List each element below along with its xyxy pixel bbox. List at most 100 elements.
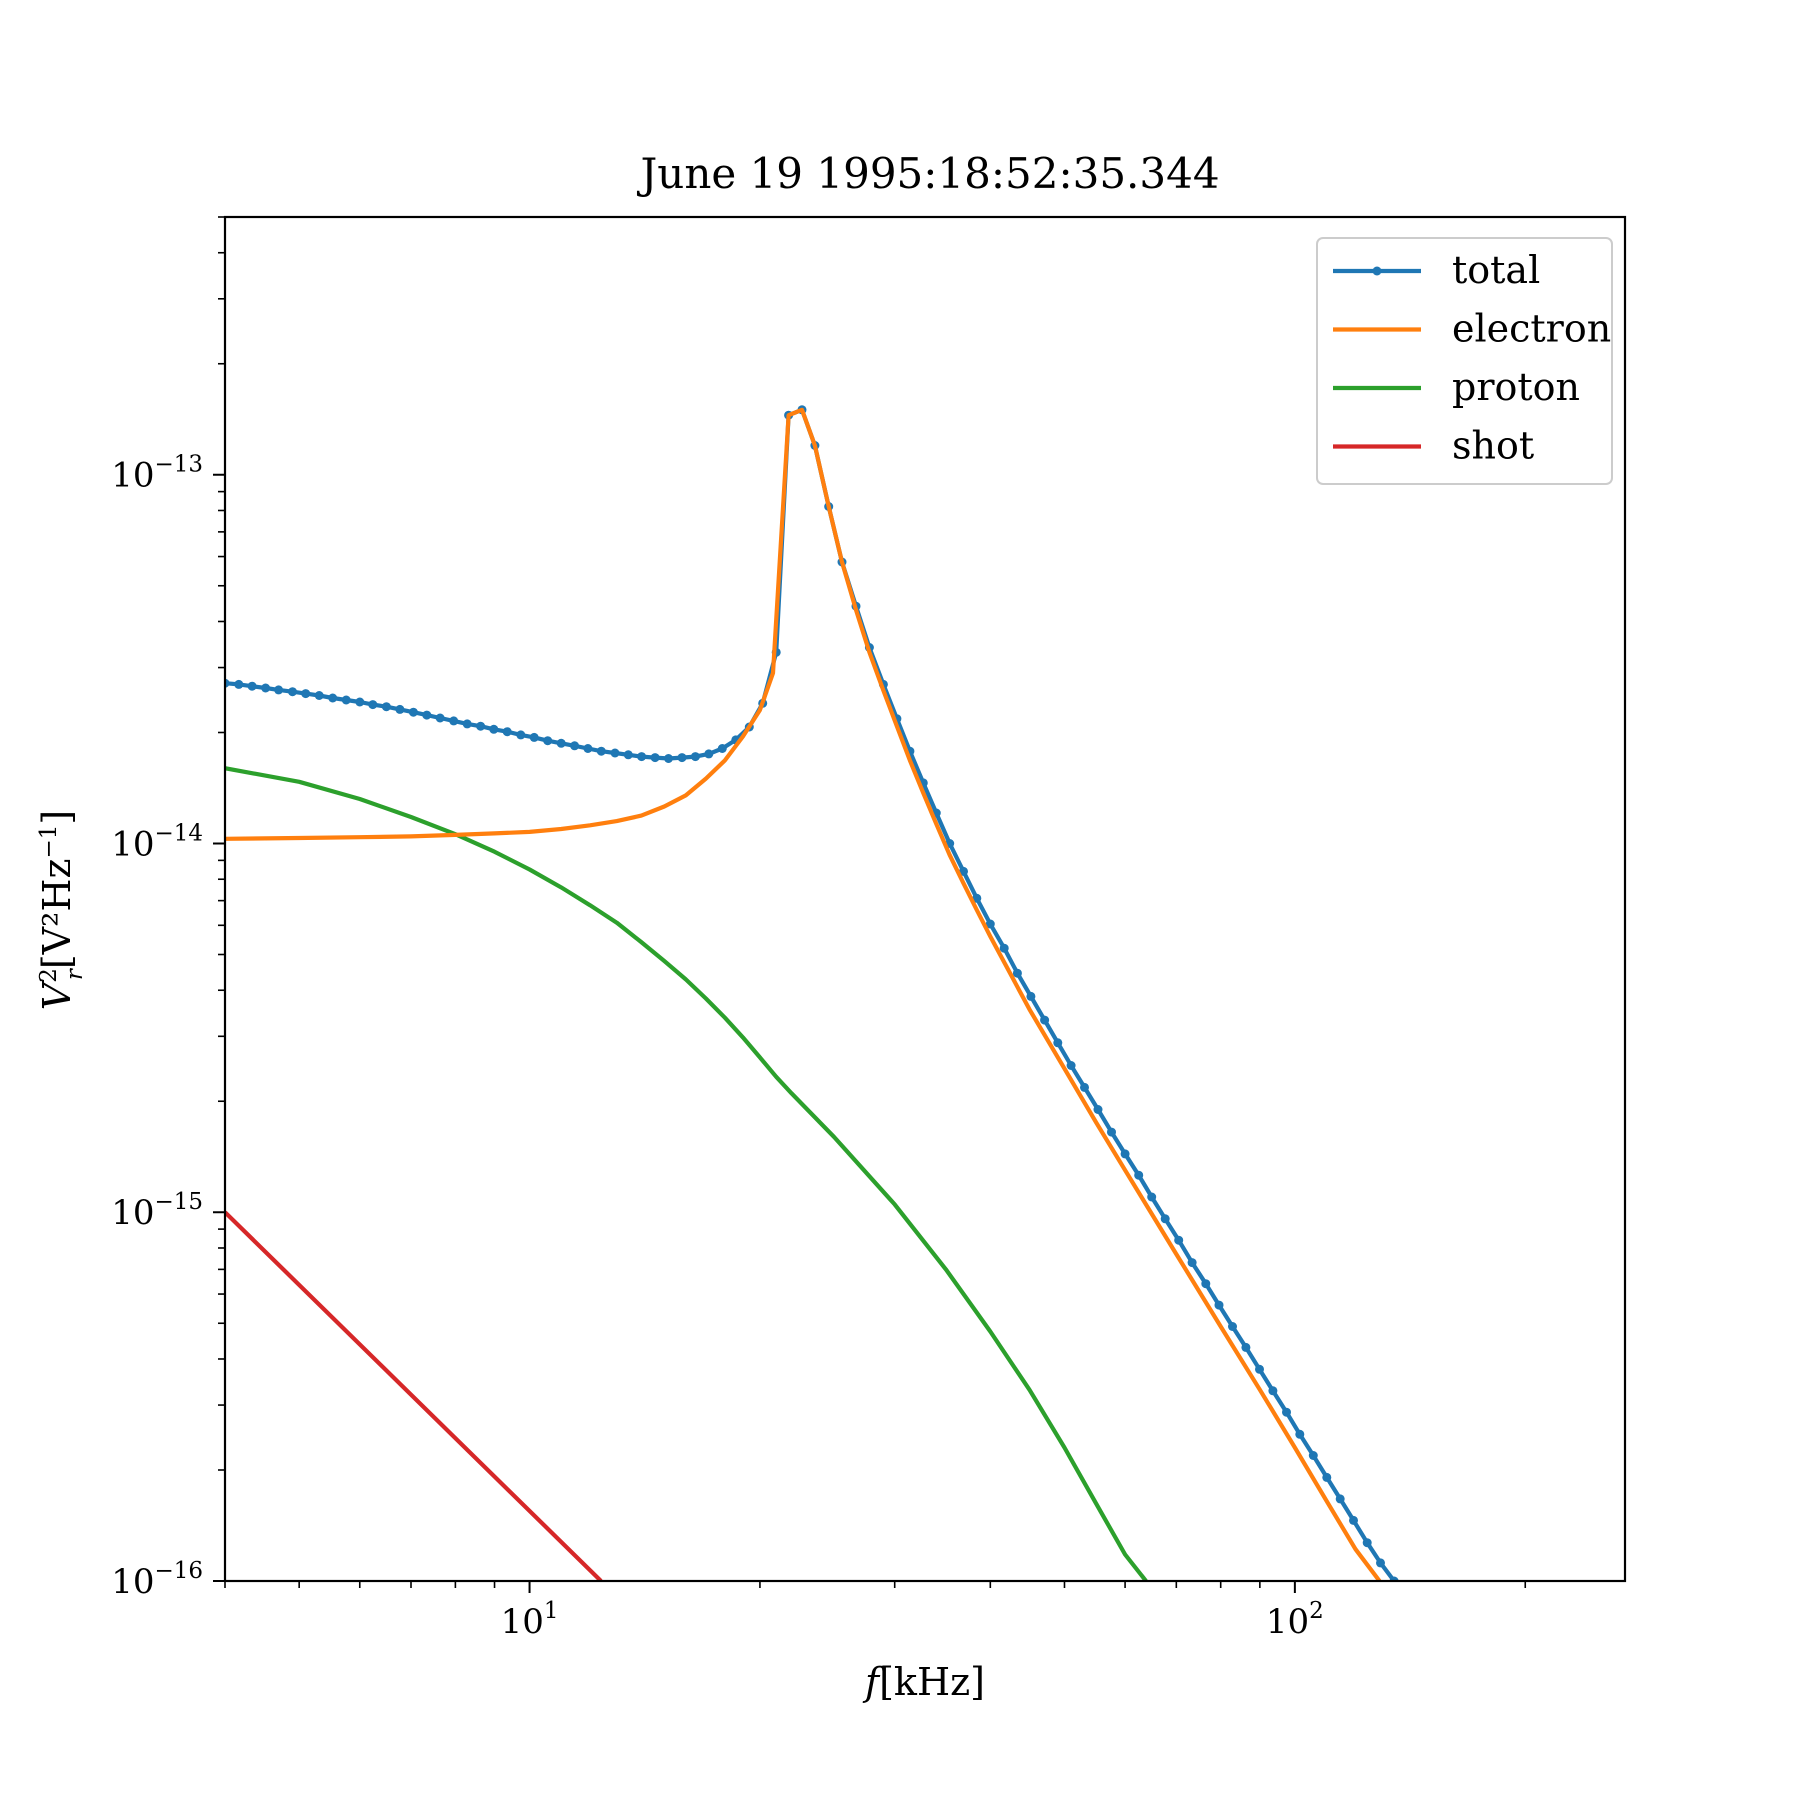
data-point-total [449,716,459,726]
data-point-total [1228,1322,1237,1331]
data-point-total [1268,1386,1278,1396]
data-point-total [985,919,995,929]
legend-marker-total [1372,266,1382,276]
data-point-total [1322,1472,1332,1482]
y-tick-label: 10−16 [111,1558,203,1602]
data-point-total [1174,1235,1184,1245]
legend-box [1316,237,1613,485]
data-point-total [225,678,230,688]
legend-label-electron: electron [1452,307,1611,351]
data-point-total [959,866,968,876]
data-point-total [717,744,727,753]
legend-label-shot: shot [1452,424,1534,468]
data-point-total [596,746,606,756]
data-point-total [650,753,660,763]
data-point-total [1187,1258,1197,1268]
data-point-total [637,752,647,762]
data-point-total [234,679,244,689]
data-point-total [395,704,405,714]
data-point-total [623,750,633,760]
series-line-proton [225,766,1148,1581]
data-point-total [516,730,526,740]
y-tick-label: 10−15 [111,1189,203,1233]
data-point-total [1134,1170,1144,1180]
data-point-total [1107,1127,1116,1137]
y-minor-ticks [218,216,225,1471]
data-point-total [1335,1494,1345,1504]
data-point-total [462,719,472,729]
data-point-total [328,693,338,703]
data-point-total [261,683,271,693]
data-point-total [355,697,365,707]
series-proton [225,766,1148,1581]
data-point-total [1040,1015,1050,1025]
data-point-total [704,749,714,759]
legend-label-proton: proton [1452,365,1580,409]
data-point-total [1080,1082,1089,1092]
series-shot [225,1210,603,1581]
data-point-total [422,710,432,720]
data-point-total [274,685,284,695]
data-point-total [341,695,351,705]
data-point-total [1241,1342,1251,1352]
data-point-total [570,741,580,751]
data-point-total [1147,1192,1157,1202]
data-point-total [1012,968,1022,978]
data-point-total [543,736,553,746]
y-tick-label: 10−14 [111,820,203,864]
x-tick-label: 101 [501,1598,559,1642]
legend-label-total: total [1452,248,1540,292]
y-tick-label: 10−13 [111,452,203,496]
data-point-total [1214,1300,1224,1310]
data-point-total [301,689,311,699]
data-point-total [690,752,700,762]
data-point-total [314,691,324,700]
data-point-total [408,707,418,717]
legend: total electron proton shot [1316,237,1613,485]
data-point-total [1308,1451,1318,1460]
data-point-total [583,744,593,753]
series-electron [225,407,1382,1581]
data-point-total [556,738,566,748]
chart-title: June 19 1995:18:52:35.344 [636,149,1219,198]
data-point-total [1362,1538,1372,1548]
data-point-total [664,754,673,763]
data-point-total [1053,1038,1063,1048]
y-axis-label: V2r[V²Hz−1] [35,810,88,1011]
series-line-electron [225,407,1382,1581]
data-point-total [1349,1515,1358,1525]
data-point-total [677,753,687,763]
data-point-total [1201,1279,1211,1289]
data-point-total [1389,1576,1399,1581]
data-point-total [1295,1429,1305,1439]
series-line-shot [225,1210,603,1581]
x-axis-label: f[kHz] [862,1660,985,1704]
x-tick-label: 102 [1266,1598,1324,1642]
data-point-total [1255,1364,1264,1374]
data-point-total [489,724,499,734]
x-major-ticks: 101 102 [501,1581,1324,1642]
data-point-total [1093,1105,1103,1114]
data-point-total [1120,1149,1130,1159]
data-point-total [1026,991,1036,1001]
data-point-total [972,893,982,903]
data-point-total [288,687,297,697]
x-minor-ticks [224,1581,1527,1588]
data-point-total [1376,1558,1385,1568]
data-point-total [502,727,512,737]
data-point-total [1066,1061,1076,1070]
data-point-total [610,748,620,758]
data-point-total [435,713,445,723]
data-point-total [1282,1407,1291,1417]
data-point-total [999,943,1009,953]
data-point-total [476,721,486,731]
series-layer [225,405,1399,1581]
plot-frame [223,215,1627,1583]
data-point-total [368,700,378,710]
data-point-total [247,681,257,691]
data-point-total [1160,1214,1170,1224]
data-point-total [381,702,391,712]
data-point-total [529,732,539,742]
y-major-ticks: 10−16 10−15 10−14 10−13 [111,452,225,1602]
